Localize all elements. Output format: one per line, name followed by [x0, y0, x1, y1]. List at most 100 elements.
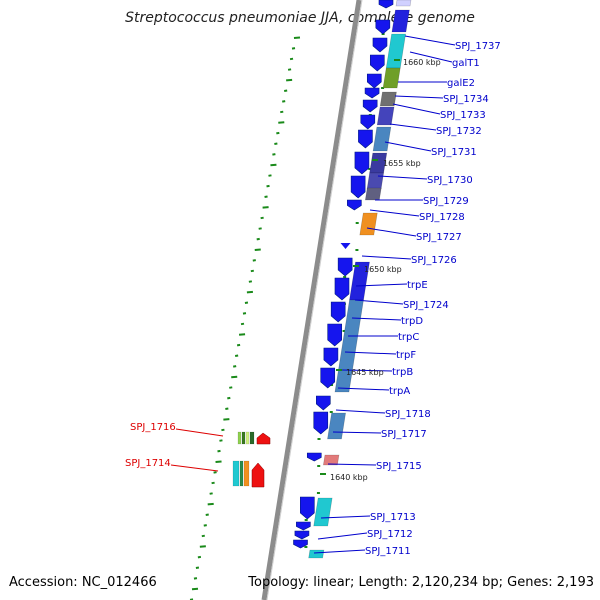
scale-tick — [246, 290, 253, 294]
gene-label: SPJ_1713 — [370, 512, 416, 523]
gene-arrow — [330, 301, 346, 323]
gene-label: SPJ_1714 — [125, 458, 171, 469]
gene-arrow — [256, 432, 271, 445]
scale-tick — [217, 449, 221, 453]
kbp-label: 1640 kbp — [330, 473, 368, 482]
gene-label: SPJ_1715 — [376, 461, 422, 472]
label-leader — [341, 369, 393, 372]
scale-tick — [203, 524, 207, 527]
gene-label: SPJ_1718 — [385, 409, 431, 420]
gene-label: trpC — [398, 332, 419, 343]
gene-label: trpF — [396, 350, 416, 361]
gene-box — [232, 460, 240, 487]
label-leader — [351, 317, 402, 321]
gene-arrow — [296, 521, 311, 531]
gene-box — [245, 431, 250, 445]
gene-box — [391, 9, 410, 33]
gene-arrow — [354, 151, 370, 175]
scale-tick — [236, 343, 241, 347]
scale-tick — [234, 354, 239, 357]
gene-box — [379, 91, 397, 107]
gene-arrow — [369, 54, 385, 72]
scale-tick — [252, 259, 256, 262]
label-leader — [361, 255, 412, 260]
gene-box — [395, 0, 412, 7]
gene-arrow — [294, 530, 310, 540]
label-leader — [313, 549, 366, 554]
scale-tick — [293, 36, 301, 39]
label-leader — [404, 35, 456, 46]
gene-arrow — [334, 277, 350, 301]
label-leader — [327, 463, 377, 466]
gene-arrow — [300, 496, 315, 520]
scale-tick — [215, 460, 222, 463]
gene-arrow — [320, 367, 336, 389]
scale-tick — [242, 312, 247, 315]
scale-tick — [233, 365, 237, 368]
scale-tick — [207, 502, 214, 506]
label-leader — [394, 95, 444, 99]
kbp-label: 1655 kbp — [383, 159, 421, 168]
gene-arrow — [306, 452, 322, 462]
scale-tick — [229, 386, 233, 389]
genome-backbone — [261, 0, 363, 600]
gene-box — [382, 67, 401, 89]
gene-label: galT1 — [452, 58, 480, 69]
gene-box — [376, 106, 395, 126]
gene-arrow — [375, 19, 391, 35]
scale-tick — [266, 184, 270, 188]
gene-label: SPJ_1726 — [411, 255, 457, 266]
gene-label: SPJ_1724 — [403, 300, 449, 311]
gene-arrow — [323, 347, 339, 367]
label-leader — [392, 103, 441, 115]
gene-arrow — [251, 462, 265, 488]
genome-summary: Topology: linear; Length: 2,120,234 bp; … — [248, 575, 594, 590]
gene-box — [372, 126, 392, 152]
gene-label: SPJ_1737 — [455, 41, 501, 52]
label-leader — [335, 409, 386, 414]
label-leader — [409, 51, 453, 63]
gene-labels: SPJ_1737 galT1 galE2 SPJ_1734 SPJ_1733 SPJ_17… — [125, 41, 501, 557]
gene-label: SPJ_1728 — [419, 212, 465, 223]
gene-box — [349, 261, 370, 301]
scale-tick — [291, 47, 296, 50]
scale-tick — [244, 301, 249, 304]
scale-tick — [264, 195, 268, 198]
gene-label: trpA — [389, 386, 410, 397]
label-leader — [369, 209, 420, 217]
label-leader — [355, 283, 408, 287]
scale-tick — [287, 68, 292, 71]
label-leader — [175, 428, 224, 437]
gene-label: trpB — [392, 367, 413, 378]
gene-arrow — [360, 114, 376, 130]
gene-label: SPJ_1716 — [130, 422, 176, 433]
label-leader — [332, 431, 382, 434]
gene-box — [313, 497, 333, 527]
scale-tick — [199, 545, 206, 548]
gene-label: SPJ_1711 — [365, 546, 411, 557]
scale-tick — [219, 439, 223, 442]
scale-tick — [195, 566, 200, 569]
gene-box — [237, 431, 242, 445]
gene-arrow — [362, 99, 378, 113]
gene-box — [249, 431, 255, 445]
scale-tick — [268, 174, 272, 177]
gene-features — [232, 0, 412, 559]
label-leader — [170, 464, 219, 472]
scale-tick — [272, 153, 276, 156]
label-leaders — [170, 35, 456, 554]
scale-tick — [282, 100, 286, 103]
gene-label: SPJ_1732 — [436, 126, 482, 137]
gene-label: galE2 — [447, 78, 475, 89]
gene-arrow — [313, 411, 329, 435]
scale-tick — [274, 142, 278, 145]
scale-tick — [250, 269, 254, 273]
scale-tick — [191, 587, 199, 591]
scale-tick — [254, 248, 261, 251]
kbp-labels: 1660 kbp 1655 kbp 1650 kbp 1645 kbp 1640 kbp — [320, 58, 441, 482]
scale-tick — [221, 428, 225, 432]
gene-label: SPJ_1733 — [440, 110, 486, 121]
scale-tick — [225, 407, 229, 410]
gene-box — [366, 172, 384, 190]
